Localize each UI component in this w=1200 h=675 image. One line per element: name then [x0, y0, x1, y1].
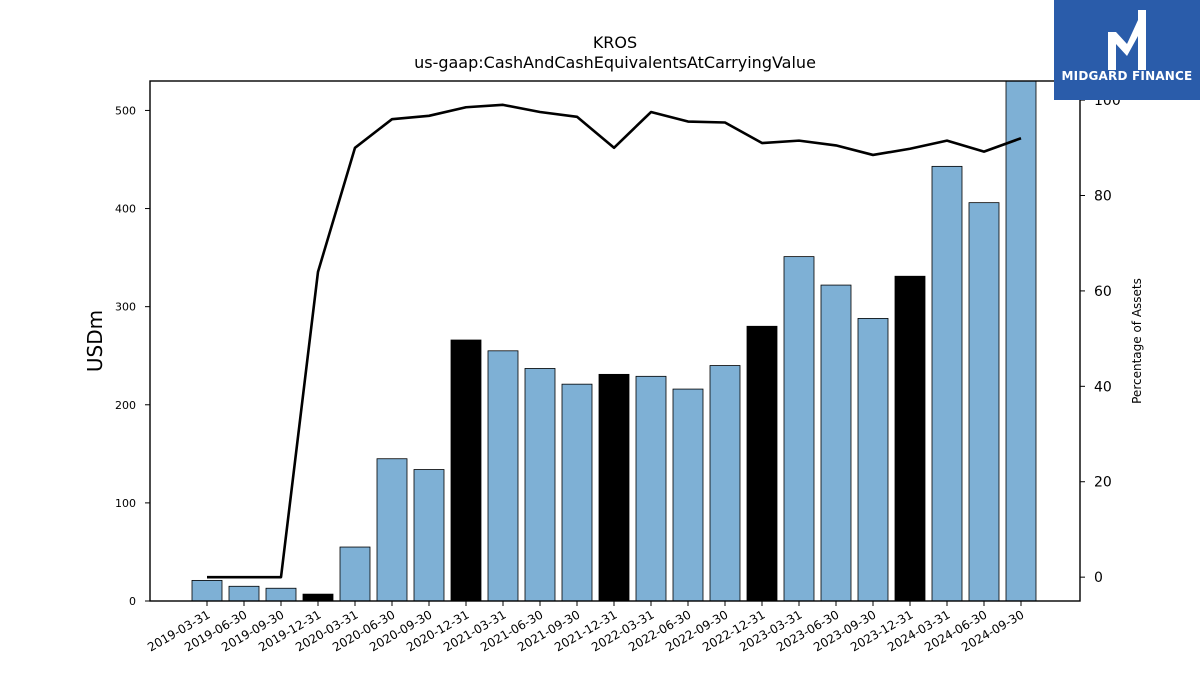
percentage-line [207, 103, 1022, 579]
bars-layer [191, 80, 1037, 602]
bar-2023-03-31 [783, 256, 815, 602]
y2-tick-label: 80 [1094, 188, 1112, 204]
bar-2020-12-31 [450, 339, 482, 602]
bar-2020-09-30 [413, 469, 445, 602]
bar-2019-03-31 [191, 579, 223, 602]
line-layer [207, 103, 1022, 579]
y2-tick-label: 40 [1094, 379, 1112, 395]
bar-2024-06-30 [968, 202, 1000, 602]
bar-2022-06-30 [672, 388, 704, 602]
bar-2023-09-30 [857, 318, 889, 602]
bar-2024-09-30 [1005, 80, 1037, 602]
bar-2023-12-31 [894, 275, 926, 602]
y-tick-label: 100 [115, 497, 136, 510]
bar-2022-12-31 [746, 325, 778, 602]
y-tick-label: 500 [115, 104, 136, 117]
logo-mark-icon [1108, 10, 1146, 70]
bar-2021-03-31 [487, 350, 519, 602]
bar-2024-03-31 [931, 165, 963, 602]
bar-2022-03-31 [635, 375, 667, 602]
logo-text: MIDGARD FINANCE [1061, 69, 1193, 83]
y-tick-label: 0 [129, 595, 136, 608]
y-tick-label: 200 [115, 399, 136, 412]
y2-axis-label: Percentage of Assets [1130, 278, 1144, 404]
bar-2020-03-31 [339, 546, 371, 602]
y2-tick-label: 20 [1094, 475, 1112, 491]
brand-logo: MIDGARD FINANCE [1054, 0, 1200, 100]
y-axis-label: USDm [83, 310, 107, 372]
y2-tick-label: 60 [1094, 284, 1112, 300]
bar-2020-06-30 [376, 458, 408, 602]
y-tick-label: 300 [115, 301, 136, 314]
bar-2019-09-30 [265, 587, 297, 602]
y-tick-label: 400 [115, 203, 136, 216]
y2-tick-label: 0 [1094, 570, 1103, 586]
plot-frame [149, 80, 1081, 602]
bar-2019-12-31 [302, 593, 334, 602]
chart-subtitle: us-gaap:CashAndCashEquivalentsAtCarrying… [414, 53, 816, 72]
chart-title: KROS [593, 33, 637, 52]
bar-2019-06-30 [228, 585, 260, 602]
bar-2022-09-30 [709, 365, 741, 602]
bar-2023-06-30 [820, 284, 852, 602]
bar-2021-06-30 [524, 368, 556, 602]
bar-2021-12-31 [598, 373, 630, 602]
bar-2021-09-30 [561, 383, 593, 602]
